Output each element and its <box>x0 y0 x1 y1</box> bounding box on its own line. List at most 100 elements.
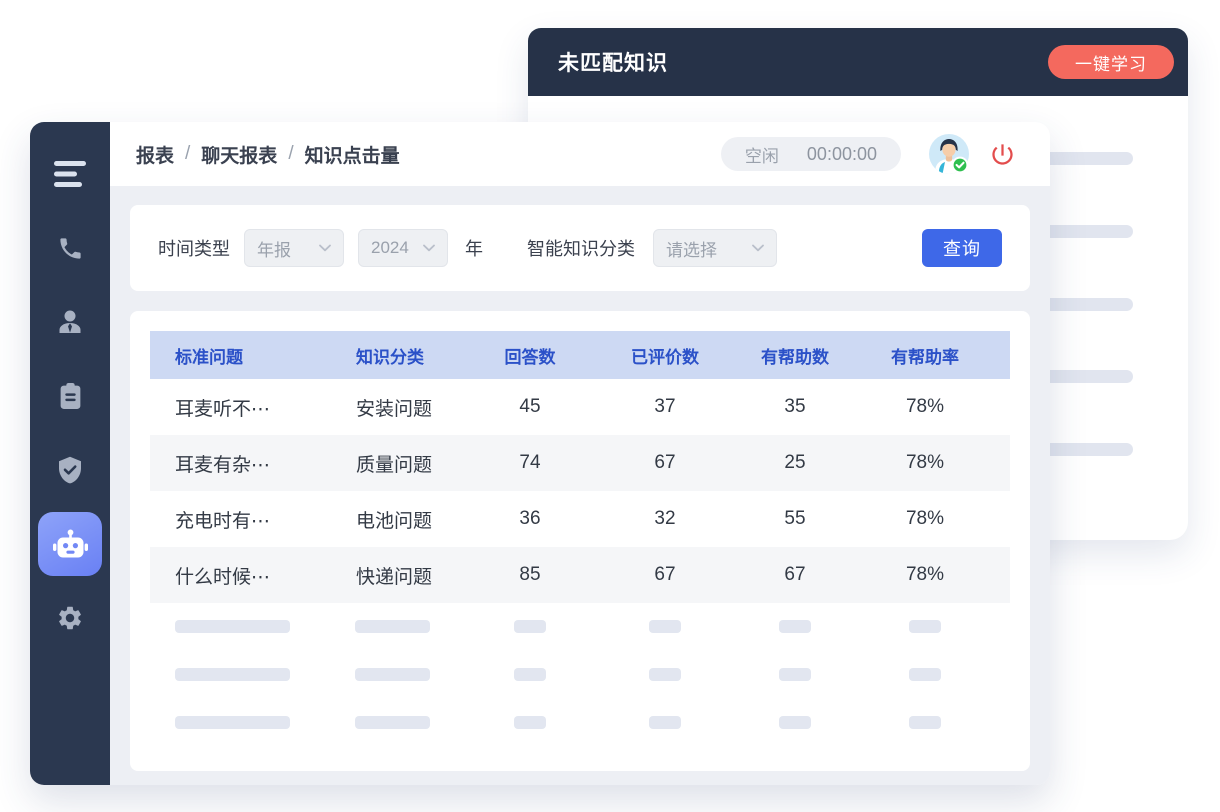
skeleton-bar <box>175 716 290 729</box>
gear-icon <box>59 606 81 630</box>
logout-power-button[interactable] <box>989 141 1016 168</box>
skeleton-bar <box>779 668 811 681</box>
main-content: 报表 / 聊天报表 / 知识点击量 空闲 00:00:00 <box>110 122 1050 785</box>
table-row: 什么时候⋯ 快递问题 85 67 67 78% <box>150 547 1010 603</box>
power-icon <box>992 143 1013 165</box>
skeleton-bar <box>355 716 430 729</box>
cell-helpful-rate: 78% <box>905 564 945 585</box>
col-helpful-count: 有帮助数 <box>750 331 840 379</box>
cell-answer-count: 45 <box>519 396 541 417</box>
category-placeholder: 请选择 <box>666 240 717 260</box>
avatar[interactable] <box>929 134 969 174</box>
sidebar-item-tasks[interactable] <box>38 364 102 428</box>
one-click-learn-button[interactable]: 一键学习 <box>1048 45 1174 79</box>
shield-check-icon <box>59 456 81 483</box>
chevron-down-icon <box>752 244 764 252</box>
skeleton-bar <box>649 716 681 729</box>
col-rated-count: 已评价数 <box>580 331 750 379</box>
cell-knowledge-category: 快递问题 <box>356 566 433 588</box>
skeleton-row <box>150 603 1010 651</box>
skeleton-bar <box>909 620 941 633</box>
table-row: 耳麦有杂⋯ 质量问题 74 67 25 78% <box>150 435 1010 491</box>
cell-rated-count: 67 <box>654 564 676 585</box>
table-row: 充电时有⋯ 电池问题 36 32 55 78% <box>150 491 1010 547</box>
main-window: 报表 / 聊天报表 / 知识点击量 空闲 00:00:00 <box>30 122 1050 785</box>
sidebar <box>30 122 110 785</box>
agent-status-pill[interactable]: 空闲 00:00:00 <box>720 137 901 171</box>
time-type-value: 年报 <box>257 240 291 260</box>
sidebar-item-contacts[interactable] <box>38 290 102 354</box>
col-standard-question: 标准问题 <box>150 331 355 379</box>
cell-standard-question: 耳麦有杂⋯ <box>175 454 271 476</box>
col-helpful-rate: 有帮助率 <box>840 331 1010 379</box>
skeleton-bar <box>779 716 811 729</box>
sidebar-item-settings[interactable] <box>38 586 102 650</box>
phone-icon <box>59 237 81 259</box>
category-label: 智能知识分类 <box>527 239 635 259</box>
contacts-icon <box>59 310 81 333</box>
table-row: 耳麦听不⋯ 安装问题 45 37 35 78% <box>150 379 1010 435</box>
cell-helpful-count: 67 <box>784 564 806 585</box>
skeleton-row <box>150 651 1010 699</box>
sidebar-item-bot-reports[interactable] <box>38 512 102 576</box>
cell-rated-count: 37 <box>654 396 676 417</box>
breadcrumb-separator: / <box>288 143 294 164</box>
breadcrumb-reports[interactable]: 报表 <box>136 145 175 167</box>
query-button[interactable]: 查询 <box>922 229 1002 267</box>
cell-helpful-count: 35 <box>784 396 806 417</box>
skeleton-row <box>150 699 1010 747</box>
cell-answer-count: 85 <box>519 564 541 585</box>
year-unit-label: 年 <box>465 239 483 259</box>
unmatched-knowledge-header: 未匹配知识 一键学习 <box>528 28 1188 96</box>
cell-helpful-rate: 78% <box>905 396 945 417</box>
cell-answer-count: 74 <box>519 452 541 473</box>
status-timer: 00:00:00 <box>806 143 877 164</box>
skeleton-bar <box>355 668 430 681</box>
clipboard-icon <box>60 382 80 409</box>
breadcrumb-current-page: 知识点击量 <box>304 145 400 167</box>
avatar-image-icon <box>929 134 969 174</box>
skeleton-bar <box>514 620 546 633</box>
skeleton-bar <box>514 716 546 729</box>
filter-bar: 时间类型 年报 2024 年 智能知识分类 请选择 <box>130 205 1030 291</box>
year-value: 2024 <box>371 238 409 257</box>
cell-answer-count: 36 <box>519 508 541 529</box>
topbar: 报表 / 聊天报表 / 知识点击量 空闲 00:00:00 <box>110 122 1050 186</box>
cell-helpful-rate: 78% <box>905 508 945 529</box>
knowledge-clicks-table-card: 标准问题 知识分类 回答数 已评价数 有帮助数 有帮助率 耳麦听不⋯ 安装问题 <box>130 311 1030 771</box>
cell-helpful-rate: 78% <box>905 452 945 473</box>
skeleton-bar <box>909 716 941 729</box>
cell-standard-question: 充电时有⋯ <box>175 510 271 532</box>
table-header-row: 标准问题 知识分类 回答数 已评价数 有帮助数 有帮助率 <box>150 331 1010 379</box>
sidebar-item-calls[interactable] <box>38 216 102 280</box>
cell-knowledge-category: 质量问题 <box>356 454 433 476</box>
skeleton-bar <box>175 620 290 633</box>
status-label: 空闲 <box>744 146 779 166</box>
breadcrumb-separator: / <box>185 143 191 164</box>
breadcrumb-chat-reports[interactable]: 聊天报表 <box>201 145 278 167</box>
cell-standard-question: 耳麦听不⋯ <box>175 398 271 420</box>
skeleton-bar <box>649 668 681 681</box>
category-select[interactable]: 请选择 <box>653 229 777 267</box>
cell-helpful-count: 55 <box>784 508 806 529</box>
page-body: 时间类型 年报 2024 年 智能知识分类 请选择 <box>110 186 1050 785</box>
sidebar-item-menu[interactable] <box>38 142 102 206</box>
skeleton-bar <box>649 620 681 633</box>
sidebar-item-security[interactable] <box>38 438 102 502</box>
cell-rated-count: 32 <box>654 508 676 529</box>
year-select[interactable]: 2024 <box>358 229 448 267</box>
skeleton-bar <box>514 668 546 681</box>
cell-knowledge-category: 电池问题 <box>356 510 433 532</box>
skeleton-bar <box>175 668 290 681</box>
breadcrumb: 报表 / 聊天报表 / 知识点击量 <box>136 141 400 168</box>
cell-rated-count: 67 <box>654 452 676 473</box>
chevron-down-icon <box>319 244 331 252</box>
robot-icon <box>52 529 88 557</box>
cell-standard-question: 什么时候⋯ <box>175 566 271 588</box>
topbar-right: 空闲 00:00:00 <box>720 134 1016 174</box>
time-type-select[interactable]: 年报 <box>244 229 344 267</box>
menu-icon <box>54 161 86 187</box>
table-skeleton-rows <box>150 603 1010 747</box>
time-type-label: 时间类型 <box>158 239 230 259</box>
skeleton-bar <box>355 620 430 633</box>
